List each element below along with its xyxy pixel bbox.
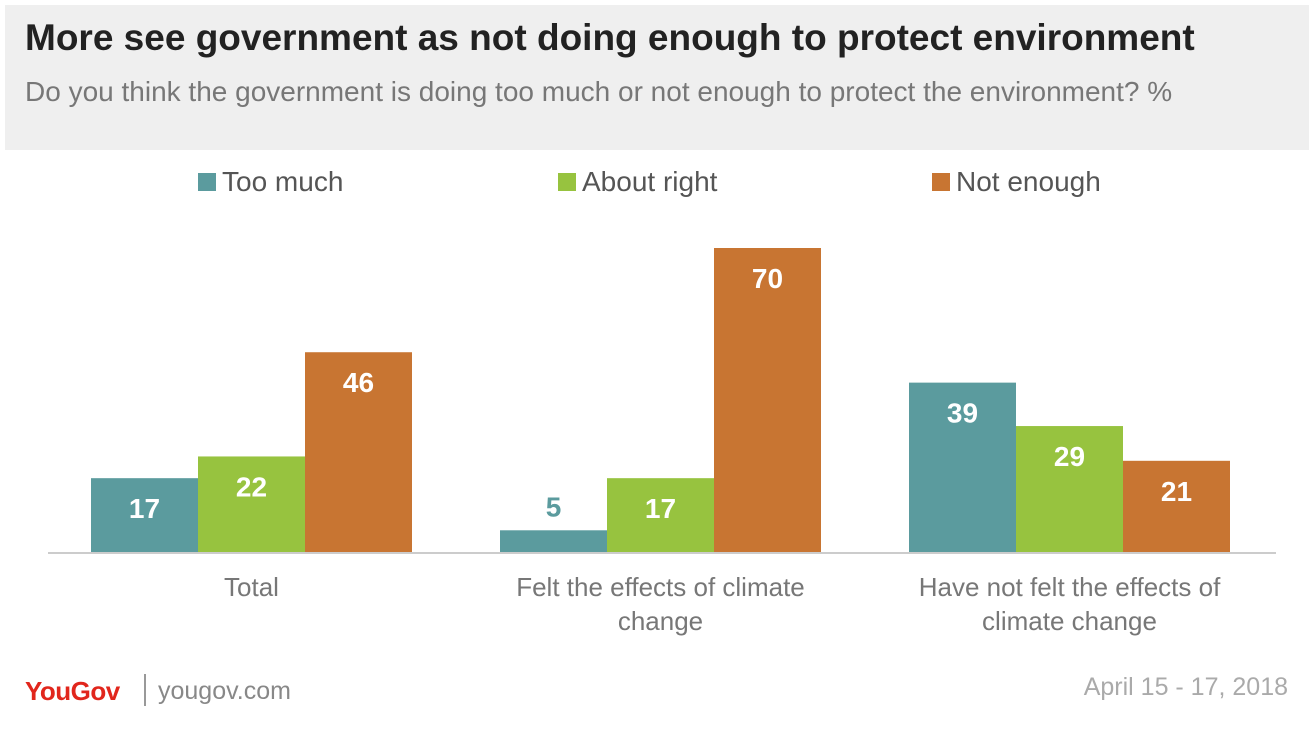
data-label-2-1: 70 <box>752 263 783 294</box>
data-label-0-1: 5 <box>546 491 562 522</box>
bar-0-2 <box>909 382 1016 552</box>
data-label-0-2: 39 <box>947 398 978 429</box>
legend-swatch-2 <box>932 173 950 191</box>
legend-label-1: About right <box>582 166 718 197</box>
chart-subtitle: Do you think the government is doing too… <box>25 76 1173 107</box>
data-label-1-0: 22 <box>236 471 267 502</box>
data-label-2-0: 46 <box>343 367 374 398</box>
bar-2-1 <box>714 248 821 552</box>
yougov-logo: YouGov <box>25 676 120 706</box>
legend-swatch-1 <box>558 173 576 191</box>
header-band: More see government as not doing enough … <box>5 5 1309 150</box>
bar-2-0 <box>305 352 412 552</box>
category-label-2-1: climate change <box>982 606 1157 636</box>
legend-label-2: Not enough <box>956 166 1101 197</box>
category-label-1-0: Felt the effects of climate <box>516 572 805 602</box>
legend-label-0: Too much <box>222 166 343 197</box>
category-label-1-1: change <box>618 606 703 636</box>
data-label-2-2: 21 <box>1161 476 1192 507</box>
footer-divider <box>144 674 146 706</box>
category-label-2-0: Have not felt the effects of <box>919 572 1221 602</box>
survey-date: April 15 - 17, 2018 <box>1083 673 1288 701</box>
legend-swatch-0 <box>198 173 216 191</box>
footer-url[interactable]: yougov.com <box>158 677 291 705</box>
bar-0-0 <box>91 478 198 552</box>
chart-title: More see government as not doing enough … <box>25 17 1195 58</box>
bar-0-1 <box>500 530 607 552</box>
bar-1-1 <box>607 478 714 552</box>
data-label-1-1: 17 <box>645 493 676 524</box>
data-label-1-2: 29 <box>1054 441 1085 472</box>
data-label-0-0: 17 <box>129 493 160 524</box>
category-label-0-0: Total <box>224 572 279 602</box>
bar-1-2 <box>1016 426 1123 552</box>
bar-1-0 <box>198 456 305 552</box>
bar-2-2 <box>1123 460 1230 552</box>
